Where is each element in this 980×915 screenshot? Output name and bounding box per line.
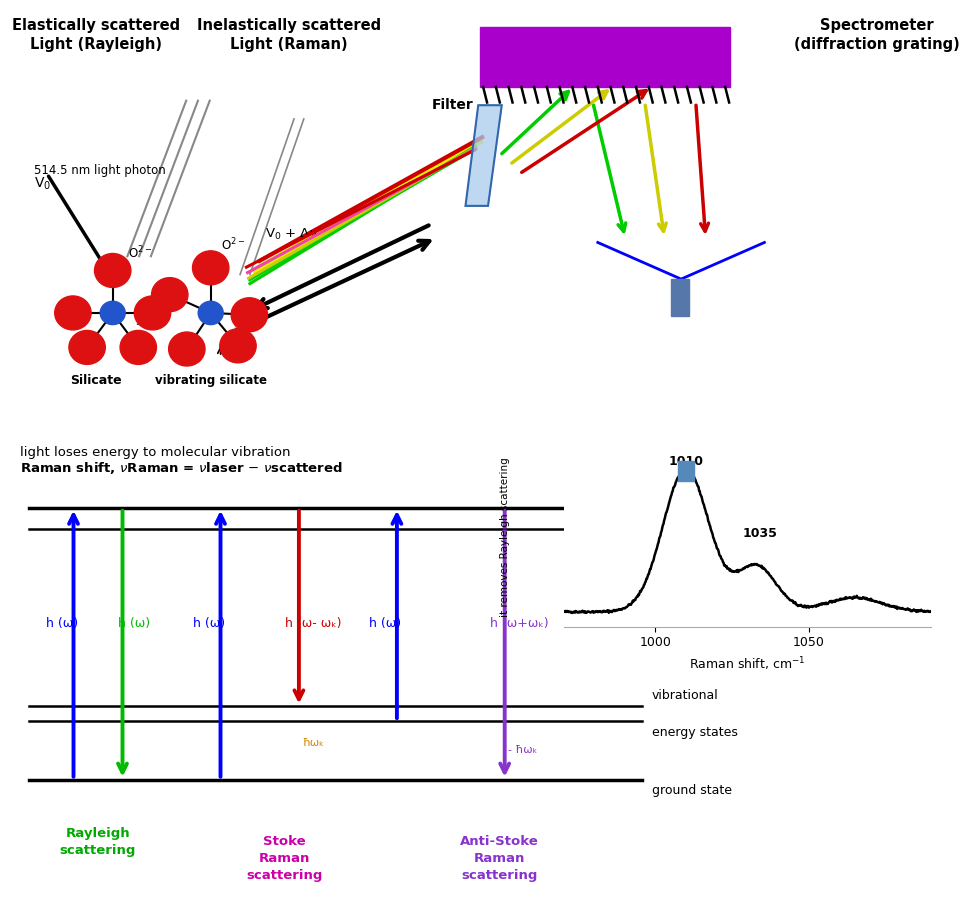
Text: - ħωₖ: - ħωₖ	[508, 746, 537, 755]
Text: Si$^{4+}$: Si$^{4+}$	[135, 313, 160, 329]
Circle shape	[192, 251, 229, 285]
Text: Inelastically scattered
Light (Raman): Inelastically scattered Light (Raman)	[197, 18, 381, 52]
Circle shape	[198, 301, 223, 325]
Text: 514.5 nm light photon: 514.5 nm light photon	[34, 164, 166, 177]
Circle shape	[55, 296, 91, 330]
Text: Virtual energy: Virtual energy	[652, 512, 740, 525]
Circle shape	[100, 301, 125, 325]
Text: V$_0$: V$_0$	[34, 176, 51, 192]
Text: vibrational: vibrational	[652, 689, 718, 702]
Bar	[678, 461, 694, 481]
Text: O$^{2-}$: O$^{2-}$	[221, 237, 245, 253]
Text: Silicate: Silicate	[71, 374, 122, 387]
Text: ħωₖ: ħωₖ	[302, 738, 323, 748]
Circle shape	[169, 332, 205, 366]
Text: states: states	[652, 552, 690, 565]
Text: Excited states: Excited states	[652, 486, 740, 499]
Text: Spectrometer
(diffraction grating): Spectrometer (diffraction grating)	[794, 18, 960, 52]
Circle shape	[220, 328, 256, 363]
Text: energy states: energy states	[652, 726, 738, 738]
Text: Elastically scattered
Light (Rayleigh): Elastically scattered Light (Rayleigh)	[12, 18, 180, 52]
Text: V$_0$ + $\Delta$v: V$_0$ + $\Delta$v	[265, 227, 318, 242]
Text: 1035: 1035	[742, 527, 777, 540]
Text: h (ω+ωₖ): h (ω+ωₖ)	[490, 617, 549, 630]
Text: vibrating silicate: vibrating silicate	[155, 374, 267, 387]
Text: it removes Rayleigh scattering: it removes Rayleigh scattering	[500, 458, 510, 618]
Text: ground state: ground state	[652, 784, 732, 797]
Text: h (ω): h (ω)	[193, 617, 224, 630]
Text: h (ω): h (ω)	[119, 617, 150, 630]
Circle shape	[152, 277, 188, 312]
Text: Raman shift, $\nu$Raman = $\nu$laser $-$ $\nu$scattered: Raman shift, $\nu$Raman = $\nu$laser $-$…	[20, 460, 342, 477]
Text: light loses energy to molecular vibration: light loses energy to molecular vibratio…	[20, 447, 290, 459]
Text: Filter: Filter	[432, 98, 473, 112]
Bar	[480, 27, 730, 87]
Text: Rayleigh
scattering: Rayleigh scattering	[60, 827, 136, 856]
Text: O$^{2-}$: O$^{2-}$	[128, 244, 152, 261]
Text: h (ω): h (ω)	[369, 617, 401, 630]
X-axis label: Raman shift, cm$^{-1}$: Raman shift, cm$^{-1}$	[689, 655, 806, 673]
Text: Stoke
Raman
scattering: Stoke Raman scattering	[246, 834, 322, 882]
Text: Si$^{4+}$: Si$^{4+}$	[233, 317, 258, 333]
Bar	[671, 279, 689, 316]
Circle shape	[94, 253, 131, 287]
Polygon shape	[466, 105, 502, 206]
Circle shape	[69, 330, 105, 364]
Circle shape	[231, 297, 268, 332]
Circle shape	[121, 330, 157, 364]
Text: h (ω): h (ω)	[46, 617, 77, 630]
Circle shape	[134, 296, 171, 330]
Text: 1010: 1010	[668, 456, 704, 468]
Text: Anti-Stoke
Raman
scattering: Anti-Stoke Raman scattering	[461, 834, 539, 882]
Text: h (ω- ωₖ): h (ω- ωₖ)	[285, 617, 342, 630]
